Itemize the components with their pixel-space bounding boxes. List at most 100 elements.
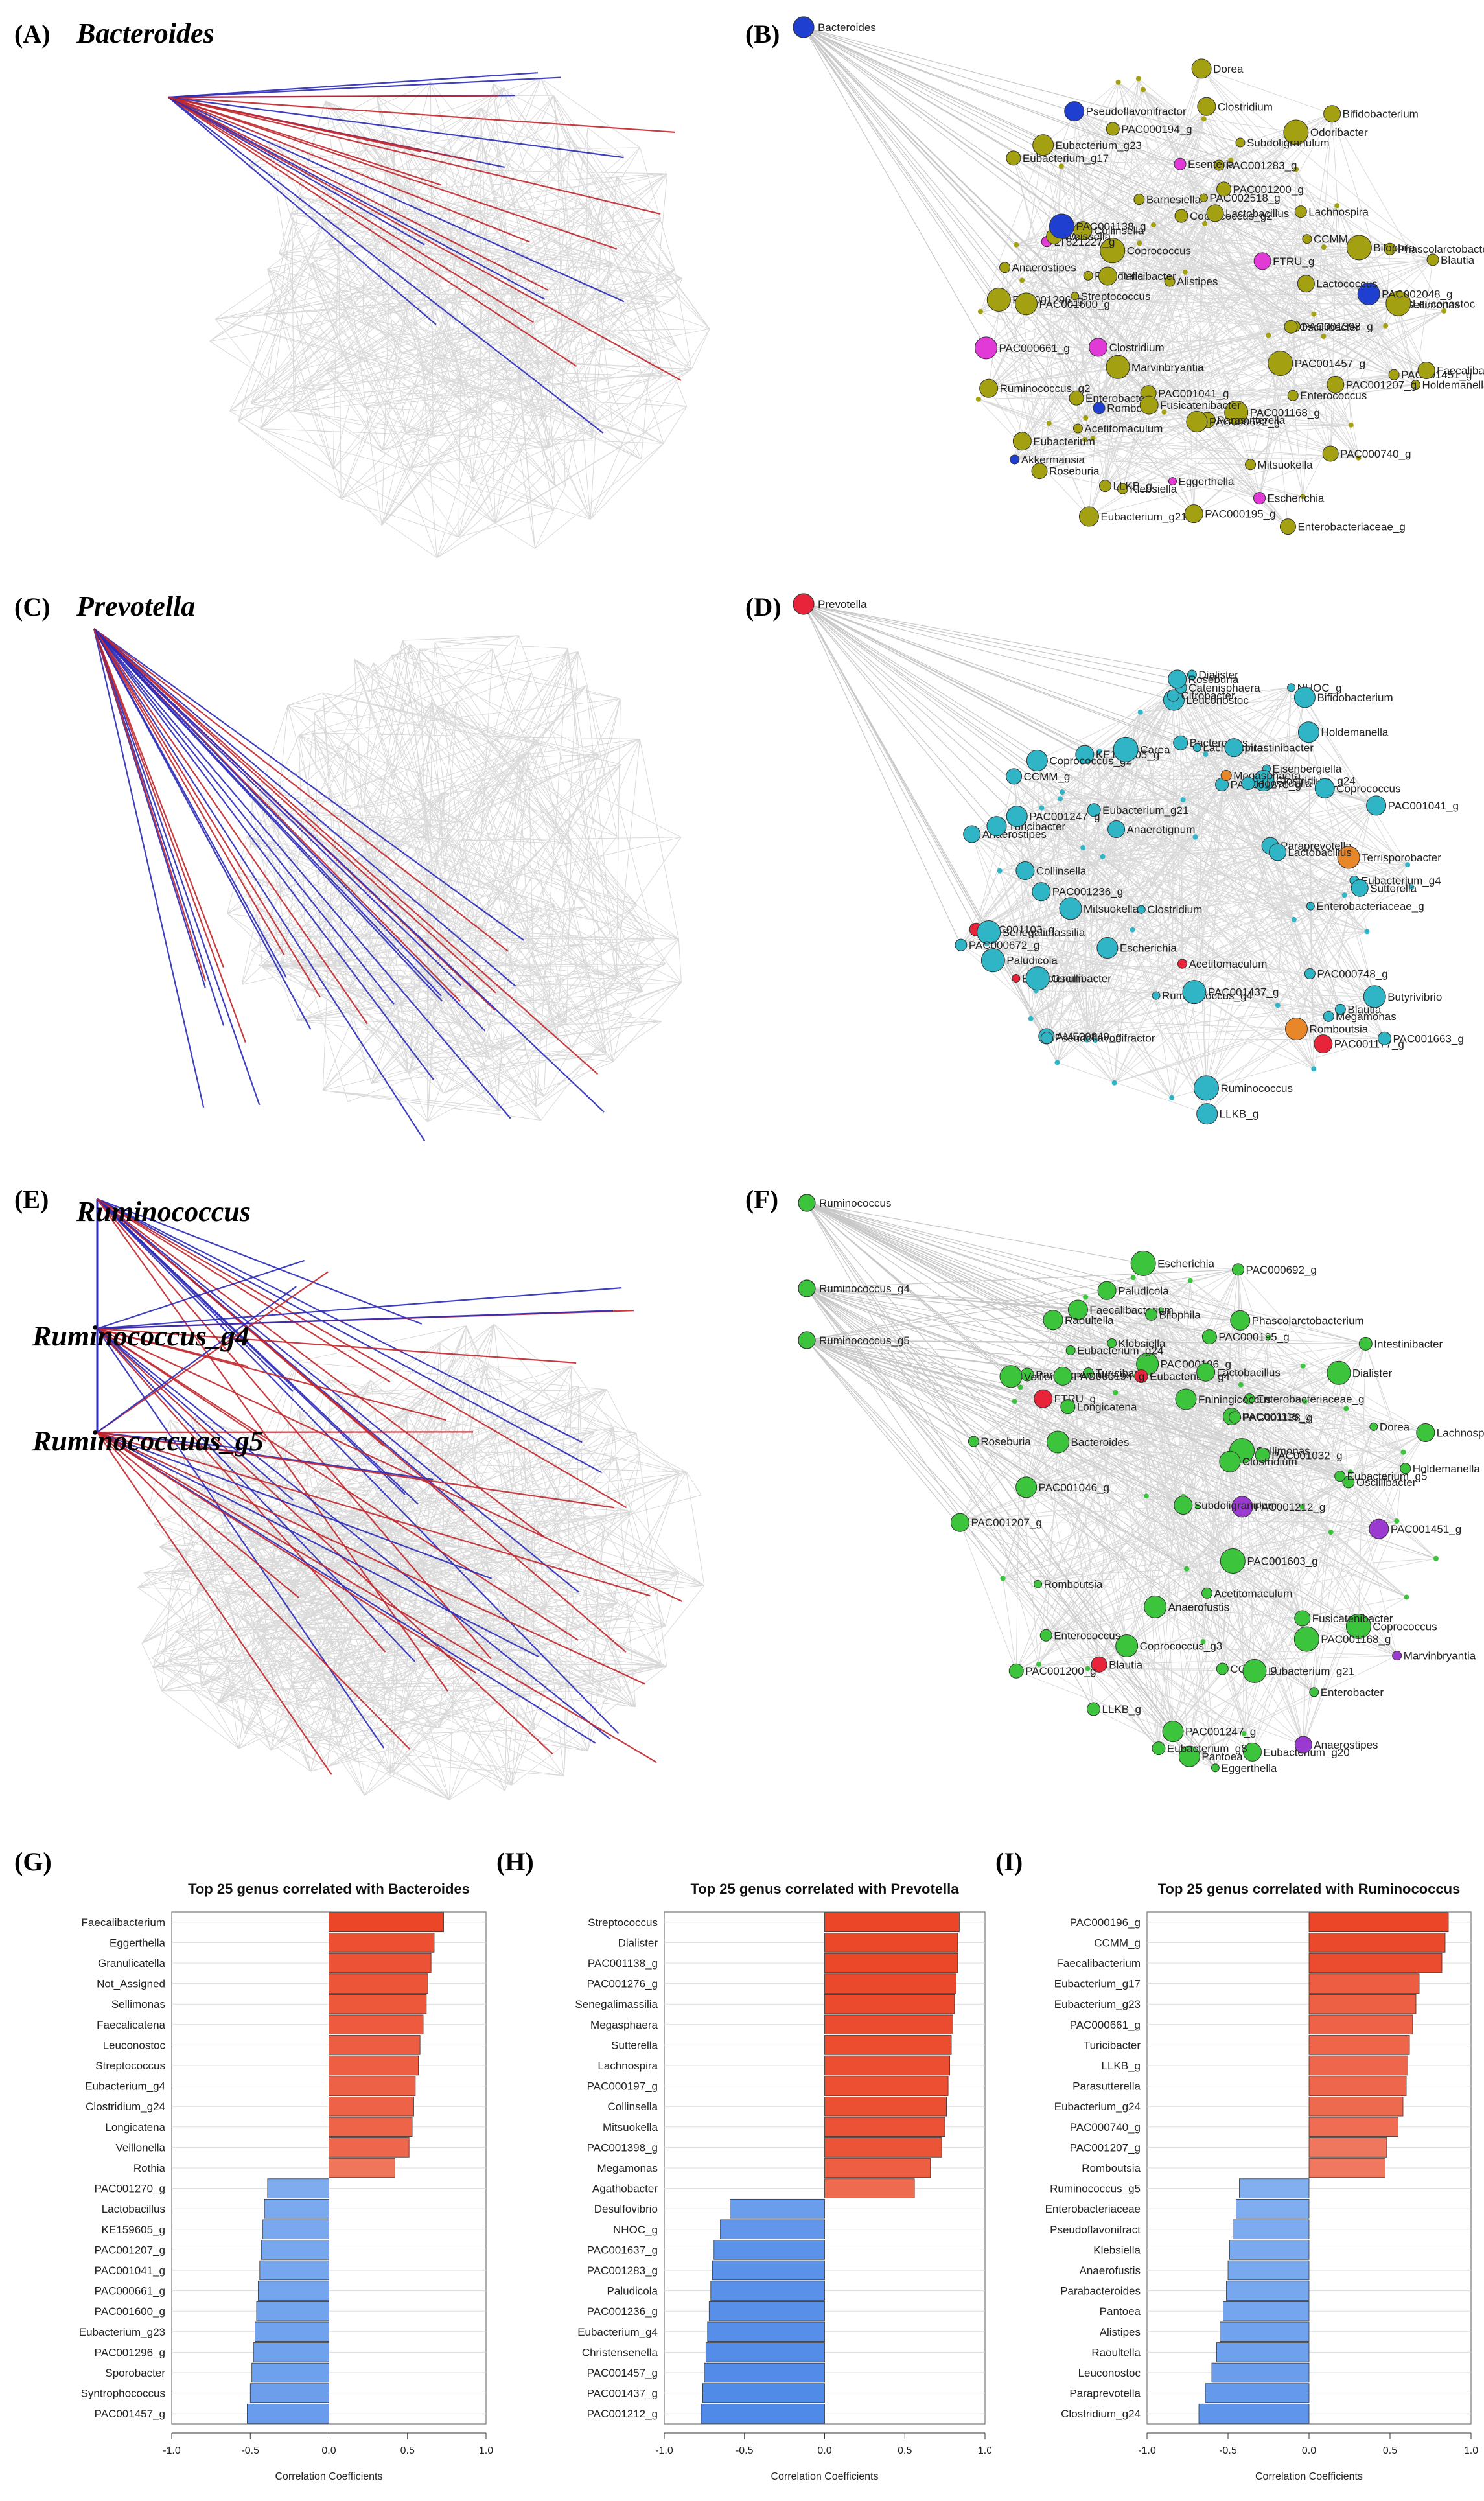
tick-label: 0.0: [1302, 2445, 1316, 2456]
bar: [1308, 2096, 1404, 2117]
network-node: [1162, 1721, 1184, 1743]
network-node: [1137, 709, 1143, 715]
category-label: Eubacterium_g4: [577, 2326, 658, 2338]
network-node: [968, 1436, 979, 1447]
tick-label: 0.5: [400, 2445, 415, 2456]
correlation-edge: [168, 96, 675, 133]
network-node: [1168, 669, 1187, 689]
node-label: Faecalibacterium: [1437, 364, 1484, 377]
network-node: [1071, 292, 1080, 301]
network-node: [1111, 1080, 1117, 1086]
bar-chart-h: (H) Top 25 genus correlated with Prevote…: [496, 1847, 992, 2482]
tick-label: 1.0: [1464, 2445, 1478, 2456]
node-label: Anaerofustis: [1168, 1601, 1230, 1613]
network-node: [1010, 454, 1020, 465]
node-label: Acetitomaculum: [1188, 958, 1267, 970]
node-label: LLKB_g: [1220, 1108, 1259, 1121]
category-label: Mitsuokella: [603, 2121, 658, 2134]
network-node: [1006, 150, 1021, 166]
correlation-edge: [97, 1328, 416, 1662]
node-label: Eubacterium_g21: [1268, 1665, 1354, 1677]
network-node: [1073, 221, 1093, 240]
network-node: [1137, 905, 1146, 914]
panel-a-network: (A) Bacteroides: [0, 0, 732, 577]
correlation-edge: [97, 1286, 297, 1433]
node-label: Eubacterium_g4: [1361, 874, 1441, 887]
correlation-edge: [93, 628, 496, 994]
bar: [824, 1994, 955, 2014]
bar: [824, 2158, 931, 2178]
node-label: Enterobacteriaceae_g: [1316, 900, 1424, 913]
panel-genus-e1: Ruminococcus: [76, 1196, 251, 1227]
network-node: [1377, 1031, 1391, 1045]
panel-f-network: Coprococcus_g3 LLKB_g Klebsiella Turicibact…: [732, 1173, 1484, 1834]
network-node: [1034, 1389, 1053, 1408]
node-label: Terrisporobacter: [1362, 852, 1441, 864]
node-label: PAC000692_g: [1246, 1264, 1317, 1276]
category-label: Clostridium_g24: [86, 2100, 165, 2113]
node-label: PAC000195_g: [1205, 508, 1275, 520]
network-node: [1311, 1066, 1317, 1072]
node-label: Holdemanella: [1413, 1463, 1480, 1475]
network-node: [1211, 1763, 1220, 1773]
node-label: Klebsiella: [1119, 1338, 1166, 1350]
bar: [259, 2260, 329, 2281]
bar: [1211, 2362, 1310, 2383]
network-node: [1084, 1037, 1090, 1043]
category-label: PAC001296_g: [95, 2346, 165, 2358]
network-node: [1085, 1666, 1091, 1671]
network-node: [1314, 778, 1335, 798]
node-label: Paludicola: [1006, 955, 1058, 967]
network-node: [1279, 518, 1296, 535]
category-label: Eubacterium_g17: [1054, 1978, 1141, 1990]
node-label: Dorea: [1380, 1421, 1410, 1433]
category-label: Faecalibacterium: [82, 1916, 165, 1929]
node-label: PAC001283_g: [1226, 159, 1297, 172]
network-node: [1364, 929, 1370, 935]
bar: [730, 2198, 825, 2219]
correlation-edge: [93, 628, 486, 1032]
bar: [256, 2301, 329, 2321]
node-label: Carea: [1140, 743, 1170, 756]
network-node: [1182, 980, 1207, 1005]
network-node: [1232, 1263, 1245, 1276]
network-node: [1096, 937, 1119, 959]
bar: [702, 2383, 825, 2403]
network-node: [1229, 1411, 1242, 1424]
correlation-edge: [97, 1198, 545, 1538]
node-label: Ruminococcus_g2: [1000, 382, 1091, 395]
node-label: PAC001247_g: [1185, 1726, 1256, 1738]
category-label: PAC000196_g: [1070, 1916, 1141, 1929]
bar: [1308, 2158, 1385, 2178]
network-node: [1384, 242, 1397, 255]
node-label: Lactobacillus: [1217, 1366, 1281, 1378]
panel-b-network: Prevotella Blautia Odoribacter Phascolarcto…: [732, 0, 1484, 577]
bar: [720, 2219, 825, 2240]
network-node: [1072, 423, 1083, 434]
correlation-edge: [97, 1431, 615, 1509]
network-node: [1311, 311, 1317, 317]
network-node: [999, 1365, 1023, 1388]
network-node: [1202, 220, 1208, 226]
node-label: Clostridium: [1218, 100, 1273, 113]
node-label: PAC001207_g: [1346, 378, 1417, 391]
network-node: [1000, 1576, 1006, 1581]
node-label: Phascolarctobacterium: [1398, 243, 1484, 255]
correlation-edge: [97, 1198, 384, 1447]
network-node: [1182, 269, 1188, 275]
node-label: PAC001207_g: [971, 1517, 1041, 1529]
panel-letter-h: (H): [496, 1847, 534, 1876]
panel-h-chart: (H) Top 25 genus correlated with Prevote…: [493, 1834, 992, 2498]
network-node: [1206, 204, 1224, 222]
network-node: [1322, 445, 1339, 462]
network-node: [1152, 1741, 1166, 1756]
network-node: [1323, 105, 1341, 123]
bar: [264, 2198, 329, 2219]
network-node: [1241, 1731, 1247, 1737]
panel-g-chart: (G) Top 25 genus correlated with Bactero…: [0, 1834, 493, 2498]
correlation-edge: [97, 1271, 329, 1433]
network-node: [1164, 275, 1176, 287]
node-label: Lactococcus: [1316, 278, 1378, 290]
network-node: [1241, 776, 1255, 791]
network-node: [1291, 916, 1297, 922]
